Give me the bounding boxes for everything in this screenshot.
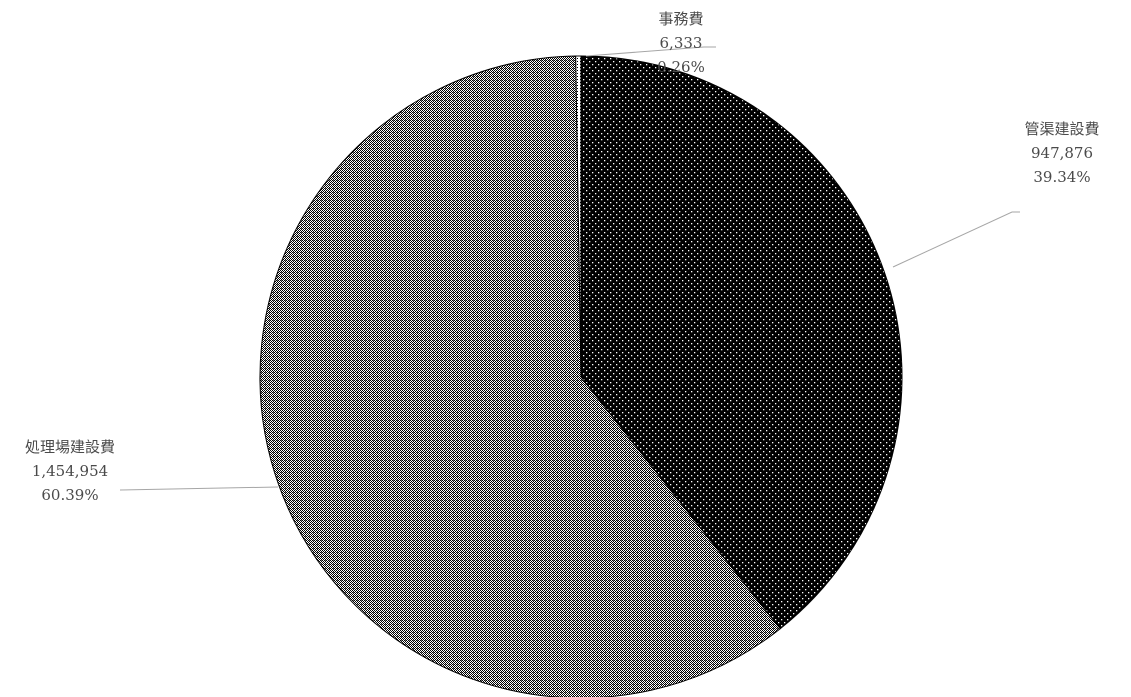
slice-label-value: 6,333	[660, 34, 703, 52]
slice-label-name: 処理場建設費	[25, 438, 115, 456]
slice-1	[580, 55, 903, 630]
leader-line-3	[585, 46, 716, 57]
slice-label-1: 管渠建設費 947,876 39.34%	[1024, 120, 1099, 186]
leader-line-1	[892, 211, 1020, 268]
slice-labels: 管渠建設費 947,876 39.34% 処理場建設費 1,454,954 60.39% 事…	[25, 10, 1100, 504]
leader-line-2	[119, 486, 279, 491]
slice-label-percent: 60.39%	[41, 486, 98, 504]
slice-label-percent: 0.26%	[657, 58, 705, 76]
slice-label-3: 事務費 6,333 0.26%	[657, 10, 705, 76]
slice-label-name: 管渠建設費	[1024, 120, 1099, 138]
slice-label-value: 947,876	[1031, 144, 1093, 162]
slice-label-name: 事務費	[658, 10, 703, 28]
slice-3	[575, 55, 582, 378]
slice-2	[259, 55, 781, 697]
slice-label-percent: 39.34%	[1033, 168, 1090, 186]
leader-lines	[119, 46, 1020, 491]
pie-slices	[259, 55, 903, 697]
slice-label-2: 処理場建設費 1,454,954 60.39%	[25, 438, 115, 504]
slice-label-value: 1,454,954	[32, 462, 108, 480]
